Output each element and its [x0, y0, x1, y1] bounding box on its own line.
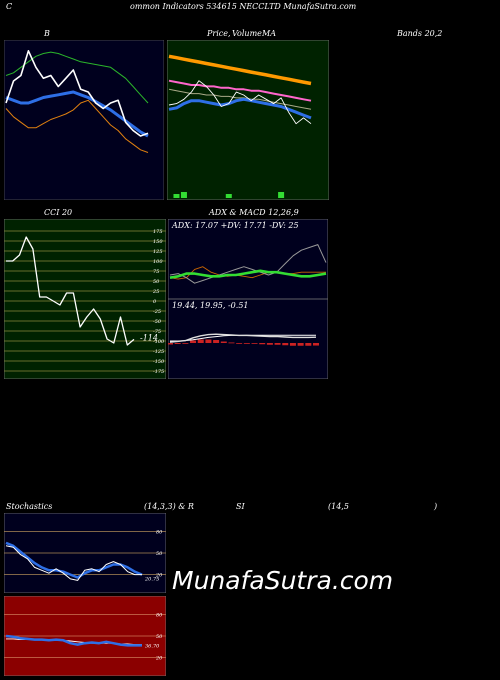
plus-di-line [169, 266, 326, 280]
ma-long-line [168, 54, 312, 86]
rsi-chart: 80 50 20 36.70 [4, 596, 166, 676]
cci-tick-label: -25 [153, 309, 161, 315]
rsi-last-label: 36.70 [145, 643, 160, 649]
macd-hist-bar [228, 342, 235, 344]
ma-short-line [168, 97, 312, 120]
cci-tick-label: -75 [153, 329, 161, 335]
volume-bar [225, 194, 232, 198]
cci-last-label: -114 [140, 333, 158, 342]
adx-chart: ADX: 17.07 +DV: 17.71 -DV: 25 [168, 219, 328, 299]
price-ma-chart [167, 40, 329, 200]
macd-hist-bar [297, 343, 304, 346]
stoch-tick-label: 20 [155, 573, 163, 579]
macd-hist-bar [205, 339, 212, 343]
macd-hist-bar [174, 343, 181, 344]
macd-hist-bar [259, 343, 266, 345]
cci-tick-label: 0 [153, 299, 157, 305]
cci-label: CCI 20 [44, 208, 73, 217]
cci-tick-label: -125 [153, 349, 164, 355]
rsi-line [5, 634, 142, 647]
bands-label: B [44, 29, 50, 38]
page-title: ommon Indicators 534615 NECCLTD MunafaSu… [130, 2, 357, 11]
pma-price-line [168, 80, 312, 125]
macd-hist-bar [220, 341, 227, 343]
cci-tick-label: 150 [153, 239, 163, 245]
rsi-params-label: (14,5 [328, 502, 349, 511]
price-label: Price, [207, 29, 231, 38]
macd-hist-bar [274, 343, 281, 345]
ma-mid-line [168, 79, 312, 102]
macd-hist-bar [168, 343, 173, 345]
cci-line [6, 236, 135, 346]
macd-hist-bar [266, 343, 273, 345]
header-left: C [6, 2, 13, 11]
cci-tick-label: 25 [152, 289, 159, 295]
macd-hist-bar [182, 343, 189, 344]
stoch-tick-label: 50 [156, 551, 163, 557]
volume-bar [173, 194, 180, 198]
bb-upper-line [5, 51, 149, 104]
macd-hist-bar [236, 343, 243, 344]
cci-tick-label: -100 [153, 339, 165, 345]
cci-bg [4, 219, 166, 379]
ma-label: MA [262, 29, 276, 38]
macd-chart: 19.44, 19.95, -0.51 [168, 299, 328, 379]
ma-mid2-line [168, 88, 312, 110]
macd-hist-bar [190, 340, 197, 343]
rsi-close-label: ) [434, 502, 438, 511]
macd-bg [168, 299, 328, 379]
bb-lower-line [5, 99, 149, 153]
bands-right-label: Bands 20,2 [397, 29, 443, 38]
volume-label: Volume [232, 29, 262, 38]
stoch-last-label: 20.75 [144, 577, 159, 583]
minus-di-line [169, 244, 327, 284]
cci-tick-label: 100 [153, 259, 163, 265]
macd-hist-bar [313, 343, 319, 346]
cci-tick-label: 75 [153, 269, 159, 275]
adx-readout: ADX: 17.07 +DV: 17.71 -DV: 25 [171, 221, 299, 230]
price-ma-bg [167, 40, 329, 200]
macd-hist-bar [243, 343, 250, 344]
macd-hist-bar [251, 343, 258, 344]
cci-tick-label: -50 [153, 319, 162, 325]
cci-tick-label: 175 [153, 229, 163, 235]
stochastics-label: Stochastics [6, 502, 53, 511]
cci-tick-label: -150 [153, 359, 165, 365]
macd-readout: 19.44, 19.95, -0.51 [172, 301, 249, 310]
adx-bg [168, 219, 328, 299]
macd-hist-bar [282, 343, 289, 346]
rsi-tick-label: 50 [156, 634, 163, 640]
volume-bar [180, 192, 187, 198]
rsi-tick-label: 80 [156, 612, 163, 618]
adx-line [169, 269, 327, 279]
cci-tick-label: 50 [153, 279, 160, 285]
rsi-si-label: SI [236, 502, 245, 511]
stoch-rsi-label: (14,3,3) & R [144, 502, 194, 511]
macd-hist-bar [305, 343, 312, 346]
volume-bar [278, 192, 285, 198]
cci-chart: 175 150 125 100 75 50 25 0 -25 -50 -75 -100 -125 -150… [4, 219, 166, 379]
bb-price-line [5, 50, 149, 137]
bollinger-bg [4, 40, 164, 200]
stoch-tick-label: 80 [156, 529, 163, 535]
bollinger-chart [4, 40, 164, 200]
macd-line [169, 333, 317, 343]
stoch-k-line [5, 545, 142, 581]
macd-hist-bar [213, 340, 220, 343]
macd-hist-bar [197, 339, 204, 343]
macd-hist-bar [289, 343, 296, 346]
watermark: MunafaSutra.com [172, 566, 394, 595]
rsi-tick-label: 20 [155, 656, 163, 662]
adx-macd-label: ADX & MACD 12,26,9 [209, 208, 299, 217]
cci-tick-label: -175 [153, 369, 164, 375]
cci-tick-label: 125 [153, 249, 163, 255]
